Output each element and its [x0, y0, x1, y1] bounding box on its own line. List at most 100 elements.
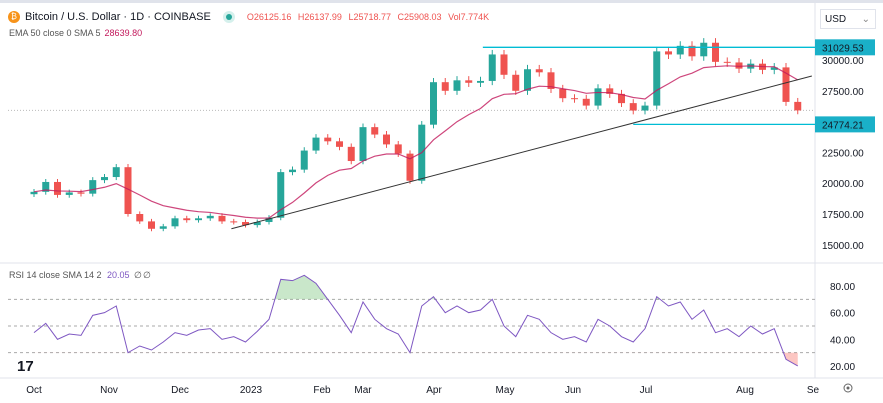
- price-tick-label: 17500.00: [822, 210, 864, 221]
- rsi-tick-label: 20.00: [830, 362, 855, 373]
- rsi-tick-label: 40.00: [830, 335, 855, 346]
- candle: [794, 101, 802, 111]
- level-price-label: 24774.21: [822, 120, 864, 131]
- rsi-legend-value: ∅: [134, 270, 142, 280]
- candle: [735, 62, 743, 69]
- open-value: O26125.16: [246, 12, 292, 22]
- level-price-tag: [815, 116, 875, 133]
- rsi-legend-title: RSI 14 close SMA 14 2: [9, 270, 102, 280]
- candle: [124, 167, 132, 214]
- candle: [465, 80, 473, 83]
- symbol-header: ₿ Bitcoin / U.S. Dollar · 1D · COINBASE …: [8, 11, 493, 23]
- currency-value: USD: [825, 14, 847, 25]
- candle: [571, 98, 578, 100]
- settings-gear-icon-center: [846, 386, 850, 390]
- candle: [700, 42, 708, 57]
- time-tick-label: May: [496, 385, 515, 396]
- candle: [359, 127, 367, 162]
- market-status-icon: [225, 14, 232, 20]
- candle: [65, 192, 73, 195]
- rsi-tick-label: 60.00: [830, 309, 855, 320]
- time-tick-label: 2023: [240, 385, 263, 396]
- ema-label: EMA 50 close 0 SMA 5: [9, 28, 101, 38]
- candle: [594, 88, 602, 106]
- level-price-tag: [815, 39, 875, 56]
- candle: [512, 74, 520, 91]
- candle: [253, 222, 261, 226]
- time-tick-label: Dec: [171, 385, 189, 396]
- time-tick-label: Oct: [26, 385, 42, 396]
- low-value: L25718.77: [348, 12, 391, 22]
- candle: [183, 218, 191, 221]
- candle: [606, 88, 614, 94]
- candle: [159, 226, 167, 229]
- rsi-line: [33, 274, 798, 367]
- time-tick-label: Mar: [354, 385, 372, 396]
- level-price-label: 31029.53: [822, 43, 864, 54]
- price-tick-label: 22500.00: [822, 148, 864, 159]
- candle: [206, 215, 214, 219]
- price-tick-label: 15000.00: [822, 241, 864, 252]
- candle: [770, 67, 778, 70]
- candle: [77, 192, 85, 194]
- candle: [265, 217, 273, 223]
- close-value: C25908.03: [397, 12, 442, 22]
- candle: [218, 215, 226, 222]
- candle: [629, 103, 637, 111]
- rsi-tick-label: 80.00: [830, 282, 855, 293]
- ema-legend[interactable]: EMA 50 close 0 SMA 5 28639.80: [9, 28, 142, 38]
- candle: [712, 42, 719, 62]
- candle: [688, 45, 696, 57]
- candle: [441, 82, 449, 91]
- currency-select[interactable]: USD ⌄: [820, 9, 876, 29]
- candle: [477, 80, 484, 83]
- candle: [336, 141, 343, 147]
- bitcoin-logo-icon: ₿: [8, 11, 20, 23]
- candle: [312, 137, 320, 151]
- candle: [582, 98, 590, 106]
- candle: [524, 69, 531, 91]
- candle: [665, 51, 672, 55]
- candle: [89, 180, 97, 194]
- candle: [453, 80, 461, 91]
- tradingview-logo[interactable]: 17: [17, 358, 34, 375]
- time-tick-label: Nov: [100, 385, 118, 396]
- trendline: [231, 75, 812, 230]
- rsi-legend-value: 20.05: [107, 270, 130, 280]
- rsi-legend-value: ∅: [143, 270, 151, 280]
- high-value: H26137.99: [297, 12, 342, 22]
- candle: [723, 61, 731, 63]
- candle: [782, 67, 790, 102]
- candle: [500, 54, 508, 75]
- price-chart[interactable]: 30000.00 27500.00 22500.00 20000.00 17500.00…: [0, 3, 883, 403]
- time-tick-label: Aug: [736, 385, 754, 396]
- candle: [653, 51, 661, 106]
- candle: [547, 72, 555, 89]
- candle: [136, 214, 144, 222]
- candle: [112, 167, 120, 178]
- settings-gear-icon[interactable]: [843, 383, 853, 393]
- candle: [54, 181, 61, 195]
- ema-value: 28639.80: [104, 28, 143, 38]
- price-tick-label: 20000.00: [822, 179, 864, 190]
- candle: [277, 172, 285, 218]
- candle: [394, 144, 402, 154]
- candle: [535, 69, 543, 73]
- candle: [406, 153, 414, 181]
- ema-line: [33, 65, 799, 219]
- candle: [618, 93, 625, 104]
- time-tick-label: Jul: [640, 385, 653, 396]
- candle: [347, 146, 355, 162]
- candle: [488, 54, 496, 81]
- candle: [42, 181, 50, 192]
- ohlc-values: O26125.16 H26137.99 L25718.77 C25908.03 …: [247, 12, 493, 22]
- candle: [171, 218, 179, 227]
- time-tick-label: Feb: [313, 385, 331, 396]
- candle: [324, 137, 332, 142]
- symbol-title[interactable]: Bitcoin / U.S. Dollar · 1D · COINBASE: [25, 11, 211, 23]
- candle: [289, 169, 296, 173]
- candle: [430, 82, 437, 125]
- candle: [230, 221, 238, 223]
- chevron-down-icon: ⌄: [861, 14, 870, 25]
